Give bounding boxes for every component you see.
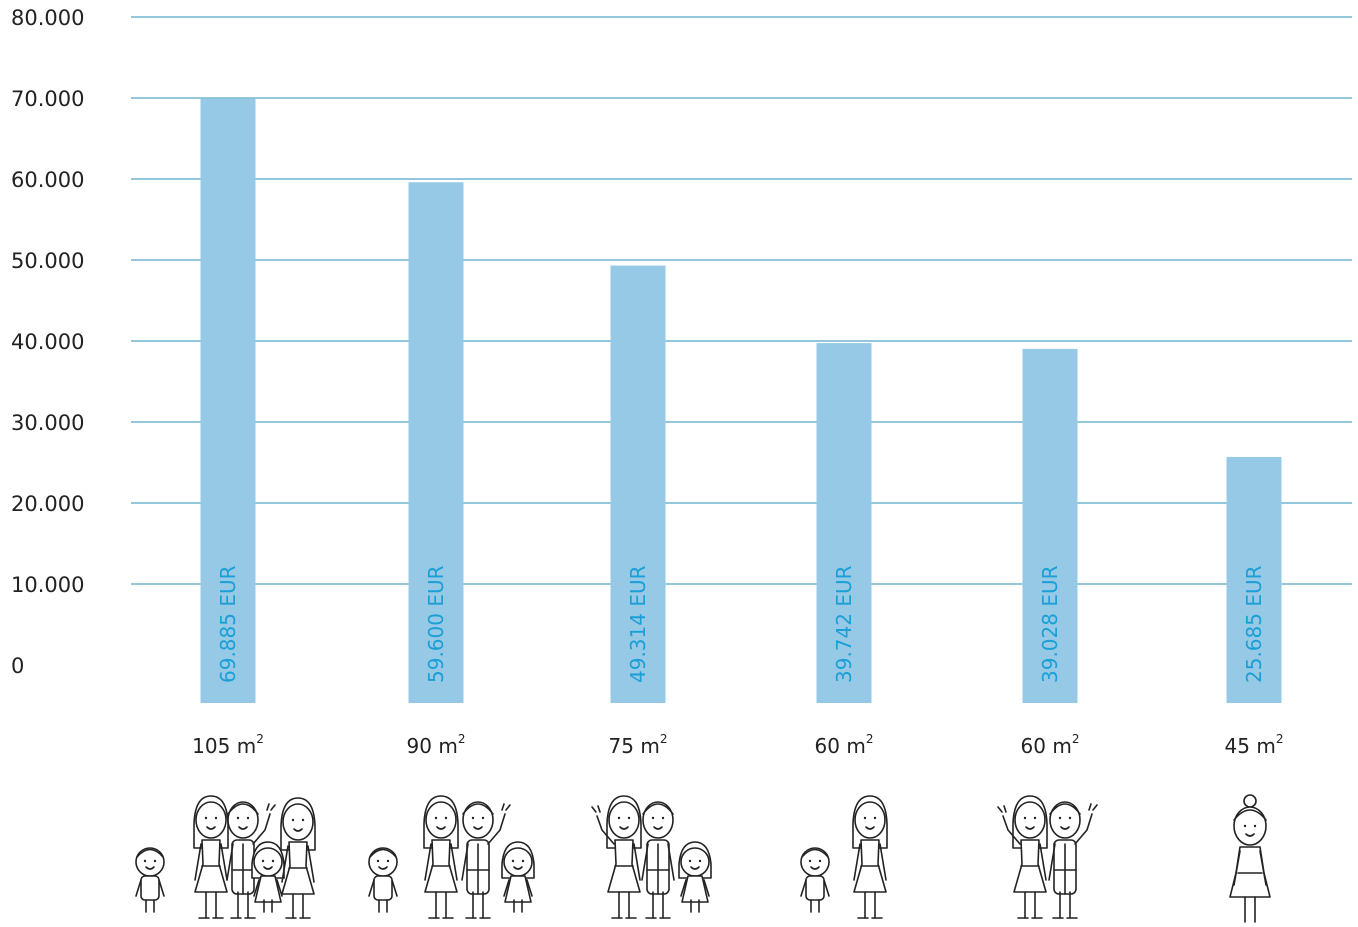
household-figures <box>135 794 1271 923</box>
y-tick-label: 30.000 <box>11 411 84 435</box>
bar-data-label: 25.685 EUR <box>1242 565 1266 683</box>
single-parent-with-child-icon <box>800 795 888 919</box>
y-tick-label: 0 <box>11 654 24 678</box>
couple-icon <box>997 795 1098 919</box>
bar-data-label: 69.885 EUR <box>216 565 240 683</box>
family-with-two-children-icon <box>368 795 535 919</box>
y-tick-label: 40.000 <box>11 330 84 354</box>
bar-data-label: 59.600 EUR <box>424 565 448 683</box>
y-tick-label: 20.000 <box>11 492 84 516</box>
couple-with-one-child-icon <box>591 795 712 919</box>
y-tick-label: 50.000 <box>11 249 84 273</box>
y-tick-label: 80.000 <box>11 6 84 30</box>
bar-data-label: 39.028 EUR <box>1038 565 1062 683</box>
x-category-label: 105 m2 <box>192 732 264 758</box>
bar <box>200 98 256 703</box>
bars <box>200 98 1282 704</box>
y-tick-label: 10.000 <box>11 573 84 597</box>
x-axis-category-labels: 105 m2 90 m2 75 m2 60 m2 60 m2 45 m2 <box>192 732 1283 758</box>
x-category-label: 60 m2 <box>1021 732 1080 758</box>
bar <box>610 265 666 703</box>
x-category-label: 75 m2 <box>609 732 668 758</box>
bar <box>408 182 464 704</box>
data-labels: 69.885 EUR 59.600 EUR 49.314 EUR 39.742 EUR… <box>216 565 1266 683</box>
family-with-three-children-icon <box>135 795 316 919</box>
x-category-label: 60 m2 <box>815 732 874 758</box>
x-category-label: 45 m2 <box>1225 732 1284 758</box>
y-tick-label: 60.000 <box>11 168 84 192</box>
bar <box>1226 456 1282 703</box>
x-category-label: 90 m2 <box>407 732 466 758</box>
single-person-icon <box>1229 794 1271 923</box>
bar <box>816 343 872 703</box>
bar <box>1022 348 1078 703</box>
y-tick-label: 70.000 <box>11 87 84 111</box>
bar-data-label: 39.742 EUR <box>832 565 856 683</box>
bar-data-label: 49.314 EUR <box>626 565 650 683</box>
y-axis-tick-labels: 0 10.000 20.000 30.000 40.000 50.000 60.000 70.… <box>11 6 84 678</box>
gridlines <box>131 16 1352 585</box>
